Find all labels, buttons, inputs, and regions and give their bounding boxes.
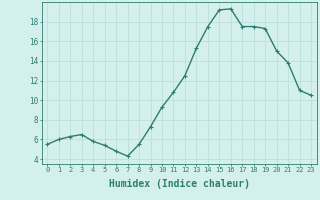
X-axis label: Humidex (Indice chaleur): Humidex (Indice chaleur) [109,179,250,189]
